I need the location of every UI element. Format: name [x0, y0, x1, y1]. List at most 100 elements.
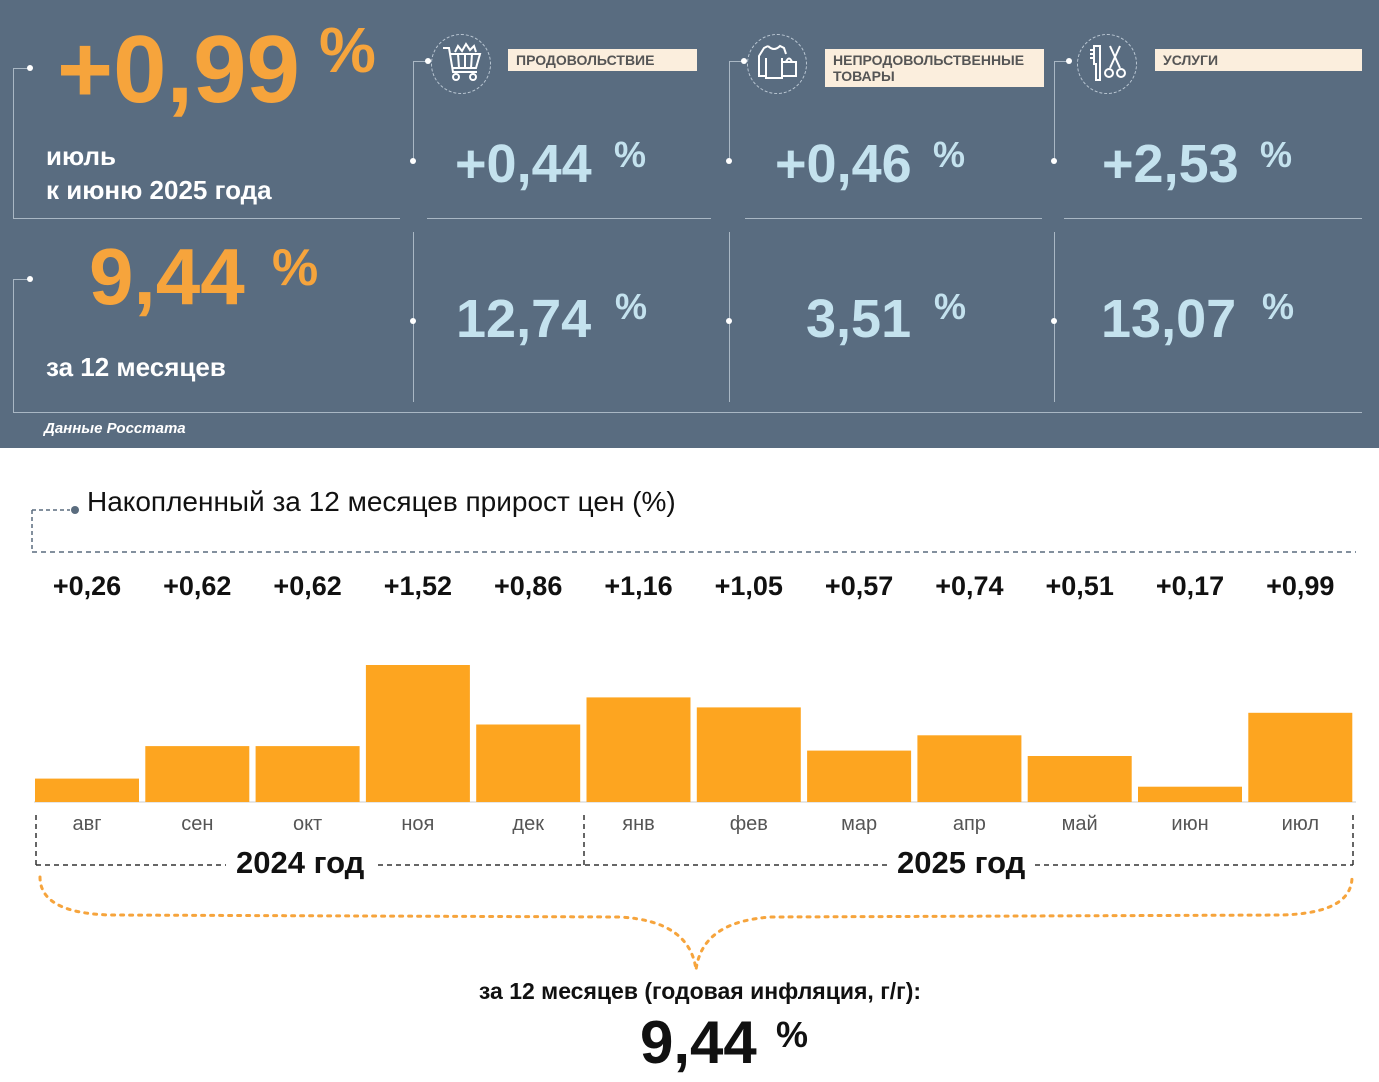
- annual-inflation-value: 9,44: [89, 232, 245, 321]
- bar-value-label: +0,62: [273, 571, 342, 601]
- x-tick-label: авг: [72, 813, 102, 835]
- clothes-bag-icon: [758, 44, 797, 79]
- frame-line: [729, 232, 730, 402]
- marker-dot: [726, 318, 732, 324]
- bar-сен: [145, 746, 250, 802]
- marker-dot: [27, 276, 33, 282]
- frame-line: [13, 279, 29, 280]
- bar-дек: [476, 724, 581, 802]
- year-label-2024: 2024 год: [226, 845, 375, 881]
- data-source: Данные Росстата: [44, 420, 186, 437]
- marker-dot: [410, 318, 416, 324]
- x-tick-label: ноя: [401, 813, 435, 835]
- frame-line: [413, 61, 429, 62]
- services-annual-value: 13,07: [1101, 289, 1237, 349]
- bar-value-label: +0,74: [935, 571, 1004, 601]
- bar-ноя: [365, 665, 470, 802]
- bar-value-label: +0,86: [494, 571, 563, 601]
- category-icon-frame: [431, 34, 491, 94]
- bar-value-label: +0,99: [1266, 571, 1335, 601]
- food-annual-value: 12,74: [456, 289, 592, 349]
- bar-янв: [586, 697, 691, 802]
- marker-dot: [1051, 158, 1057, 164]
- year-brackets: [35, 815, 1354, 971]
- x-tick-label: апр: [952, 813, 986, 835]
- bar-value-label: +1,05: [714, 571, 783, 601]
- total-brace: [38, 875, 1354, 971]
- chart-title-frame: [31, 506, 1356, 553]
- category-label-nonfood: НЕПРОДОВОЛЬСТВЕННЫЕ ТОВАРЫ: [825, 49, 1044, 88]
- frame-line: [745, 218, 1042, 219]
- frame-line: [13, 68, 29, 69]
- chart-title: Накопленный за 12 месяцев прирост цен (%…: [87, 486, 676, 517]
- frame-line: [1054, 61, 1070, 62]
- frame-line: [729, 61, 745, 62]
- bar-фев: [696, 707, 801, 802]
- bar-окт: [255, 746, 360, 802]
- bar-июн: [1138, 786, 1242, 802]
- monthly-inflation-value: +0,99: [57, 16, 300, 123]
- frame-line: [13, 68, 14, 218]
- total-pct-sign: %: [776, 1014, 809, 1055]
- x-tick-label: июн: [1171, 813, 1209, 835]
- year-label-2025: 2025 год: [887, 845, 1036, 881]
- bar-value-label: +1,52: [383, 571, 453, 601]
- services-monthly-value: +2,53: [1102, 134, 1239, 194]
- bar-value-label: +0,26: [52, 571, 122, 601]
- annual-pct-sign: %: [272, 239, 319, 297]
- frame-line: [13, 279, 14, 412]
- marker-dot: [27, 65, 33, 71]
- x-tick-label: сен: [181, 813, 214, 835]
- category-icon-frame: [747, 34, 807, 94]
- services-annual-pct: %: [1262, 286, 1295, 327]
- marker-dot: [726, 158, 732, 164]
- summary-panel: +0,99 % июль к июню 2025 года 9,44 % за …: [0, 0, 1379, 448]
- bar-июл: [1248, 712, 1353, 802]
- bar-value-label: +0,17: [1155, 571, 1225, 601]
- frame-line: [13, 412, 1362, 413]
- bar-value-label: +1,16: [604, 571, 673, 601]
- bar-chart: [34, 665, 1356, 803]
- monthly-caption-month: июль: [46, 141, 117, 171]
- x-tick-label: мар: [841, 813, 878, 835]
- category-label-services: УСЛУГИ: [1155, 49, 1362, 72]
- frame-line: [427, 218, 711, 219]
- bar-мар: [807, 750, 912, 802]
- food-monthly-value: +0,44: [455, 134, 592, 194]
- nonfood-monthly-pct: %: [933, 134, 966, 175]
- bar-value-label: +0,62: [163, 571, 232, 601]
- comb-scissors-icon: [1090, 45, 1126, 81]
- bar-value-label: +0,51: [1045, 571, 1114, 601]
- bar-апр: [917, 735, 1022, 802]
- total-caption: за 12 месяцев (годовая инфляция, г/г):: [478, 978, 922, 1004]
- category-label-food: ПРОДОВОЛЬСТВИЕ: [508, 49, 697, 72]
- food-annual-pct: %: [615, 286, 648, 327]
- x-tick-label: май: [1061, 813, 1098, 835]
- marker-dot: [1051, 318, 1057, 324]
- nonfood-annual-value: 3,51: [806, 289, 912, 349]
- bar-май: [1027, 756, 1132, 802]
- annual-caption: за 12 месяцев: [46, 352, 226, 382]
- bar-value-label: +0,57: [824, 571, 894, 601]
- monthly-pct-sign: %: [319, 14, 376, 86]
- x-tick-label: фев: [729, 813, 768, 835]
- marker-dot: [425, 58, 431, 64]
- total-value: 9,44: [640, 1009, 757, 1076]
- monthly-caption-period: к июню 2025 года: [46, 175, 272, 205]
- frame-line: [413, 61, 414, 161]
- category-icon-frame: [1077, 34, 1137, 94]
- x-tick-label: дек: [512, 813, 544, 835]
- frame-line: [729, 61, 730, 161]
- x-tick-label: янв: [622, 813, 655, 835]
- frame-line: [1054, 232, 1055, 402]
- frame-line: [1054, 61, 1055, 161]
- nonfood-monthly-value: +0,46: [775, 134, 912, 194]
- frame-line: [13, 218, 400, 219]
- marker-dot: [410, 158, 416, 164]
- frame-line: [1064, 218, 1362, 219]
- marker-dot: [741, 58, 747, 64]
- nonfood-annual-pct: %: [934, 286, 967, 327]
- frame-line: [413, 232, 414, 402]
- x-tick-label: июл: [1281, 813, 1319, 835]
- services-monthly-pct: %: [1260, 134, 1293, 175]
